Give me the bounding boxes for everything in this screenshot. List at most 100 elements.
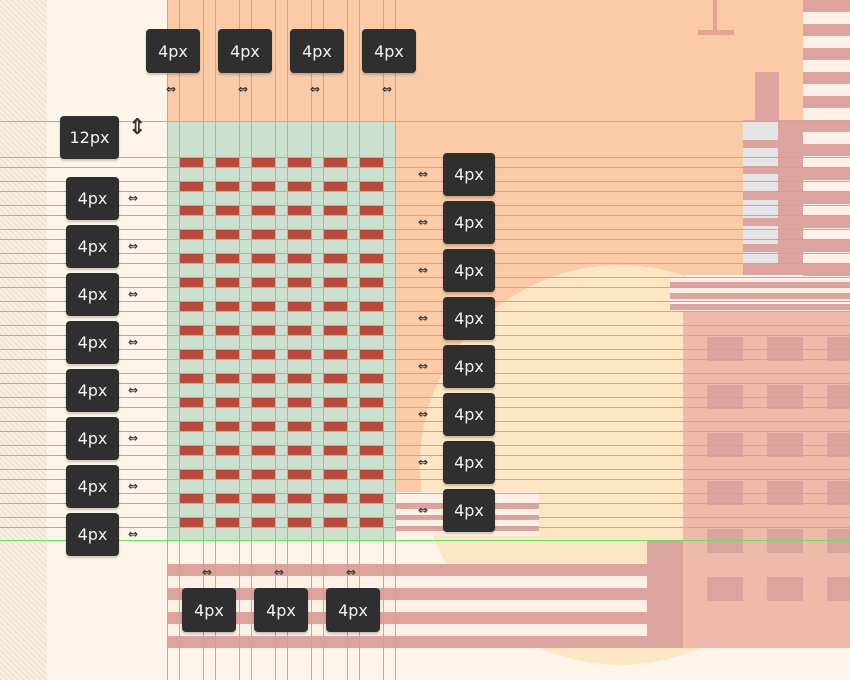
window [251,493,275,503]
guide-horizontal [0,397,850,398]
window [287,421,311,431]
right-building-windows [683,312,850,648]
window [323,181,347,191]
right-tower [803,0,850,280]
window [179,253,203,263]
window [179,277,203,287]
right-spacing-label: 4px [443,249,495,292]
window [359,397,383,407]
guide-horizontal [0,325,850,326]
guide-vertical [215,0,216,680]
window [215,493,239,503]
guide-vertical [395,0,396,680]
guide-vertical [383,0,384,680]
guide-horizontal [0,527,850,528]
window [287,517,311,527]
left-spacing-label: 4px [66,273,119,316]
window [359,421,383,431]
guide-horizontal [0,493,850,494]
window [179,181,203,191]
left-spacing-label: 4px [66,465,119,508]
spacing-arrow-icon: ⇔ [418,167,429,181]
guide-horizontal [0,181,850,182]
window [251,157,275,167]
guide-horizontal [0,373,850,374]
building-window [707,529,743,553]
guide-horizontal [0,445,850,446]
guide-horizontal [0,503,850,504]
window [179,421,203,431]
guide-horizontal [0,407,850,408]
guide-horizontal [0,383,850,384]
guide-horizontal [0,421,850,422]
guide-vertical [323,0,324,680]
bottom-spacing-label: 4px [326,588,380,632]
spacing-arrow-icon: ⇔ [128,287,139,301]
window [323,349,347,359]
window [287,253,311,263]
guide-vertical [251,0,252,680]
building-window [827,577,850,601]
guide-vertical [287,0,288,680]
guide-horizontal [0,215,850,216]
window [251,277,275,287]
left-spacing-label: 4px [66,417,119,460]
building-window [767,529,803,553]
window [215,157,239,167]
spacing-arrow-icon: ⇔ [128,335,139,349]
guide-vertical [347,0,348,680]
window [215,397,239,407]
window [323,253,347,263]
window [179,493,203,503]
building-window [827,529,850,553]
guide-horizontal [0,157,850,158]
spacing-arrow-icon: ⇔ [166,82,177,96]
spacing-arrow-icon: ⇔ [128,479,139,493]
window [359,229,383,239]
window [215,277,239,287]
top-margin-label: 12px [60,116,119,159]
guide-horizontal [0,239,850,240]
window [323,205,347,215]
window [179,517,203,527]
spacing-arrow-icon: ⇔ [418,215,429,229]
window [323,421,347,431]
spacing-arrow-icon: ⇔ [418,503,429,517]
window [179,373,203,383]
guide-vertical [239,0,240,680]
bottom-spacing-label: 4px [182,588,236,632]
antenna-pole [713,0,717,32]
window [287,349,311,359]
right-spacing-label: 4px [443,153,495,196]
spacing-arrow-icon: ⇔ [418,407,429,421]
guide-horizontal [0,540,850,541]
spacing-arrow-icon: ⇔ [310,82,321,96]
window [323,301,347,311]
antenna [698,30,734,35]
window [179,469,203,479]
spacing-arrow-icon: ⇔ [128,527,139,541]
guide-horizontal [0,359,850,360]
guide-horizontal [0,517,850,518]
window [287,325,311,335]
window [215,205,239,215]
right-spacing-label: 4px [443,441,495,484]
window [215,253,239,263]
window [215,469,239,479]
guide-horizontal [0,287,850,288]
window [359,469,383,479]
guide-horizontal [0,167,850,168]
window [287,229,311,239]
left-spacing-label: 4px [66,513,119,556]
window [179,157,203,167]
window [287,397,311,407]
guide-vertical [275,0,276,680]
window [251,253,275,263]
spacing-arrow-icon: ⇔ [418,359,429,373]
spacing-arrow-icon: ⇔ [418,263,429,277]
window [215,517,239,527]
window [287,301,311,311]
window [323,469,347,479]
building-window [707,577,743,601]
window [287,277,311,287]
